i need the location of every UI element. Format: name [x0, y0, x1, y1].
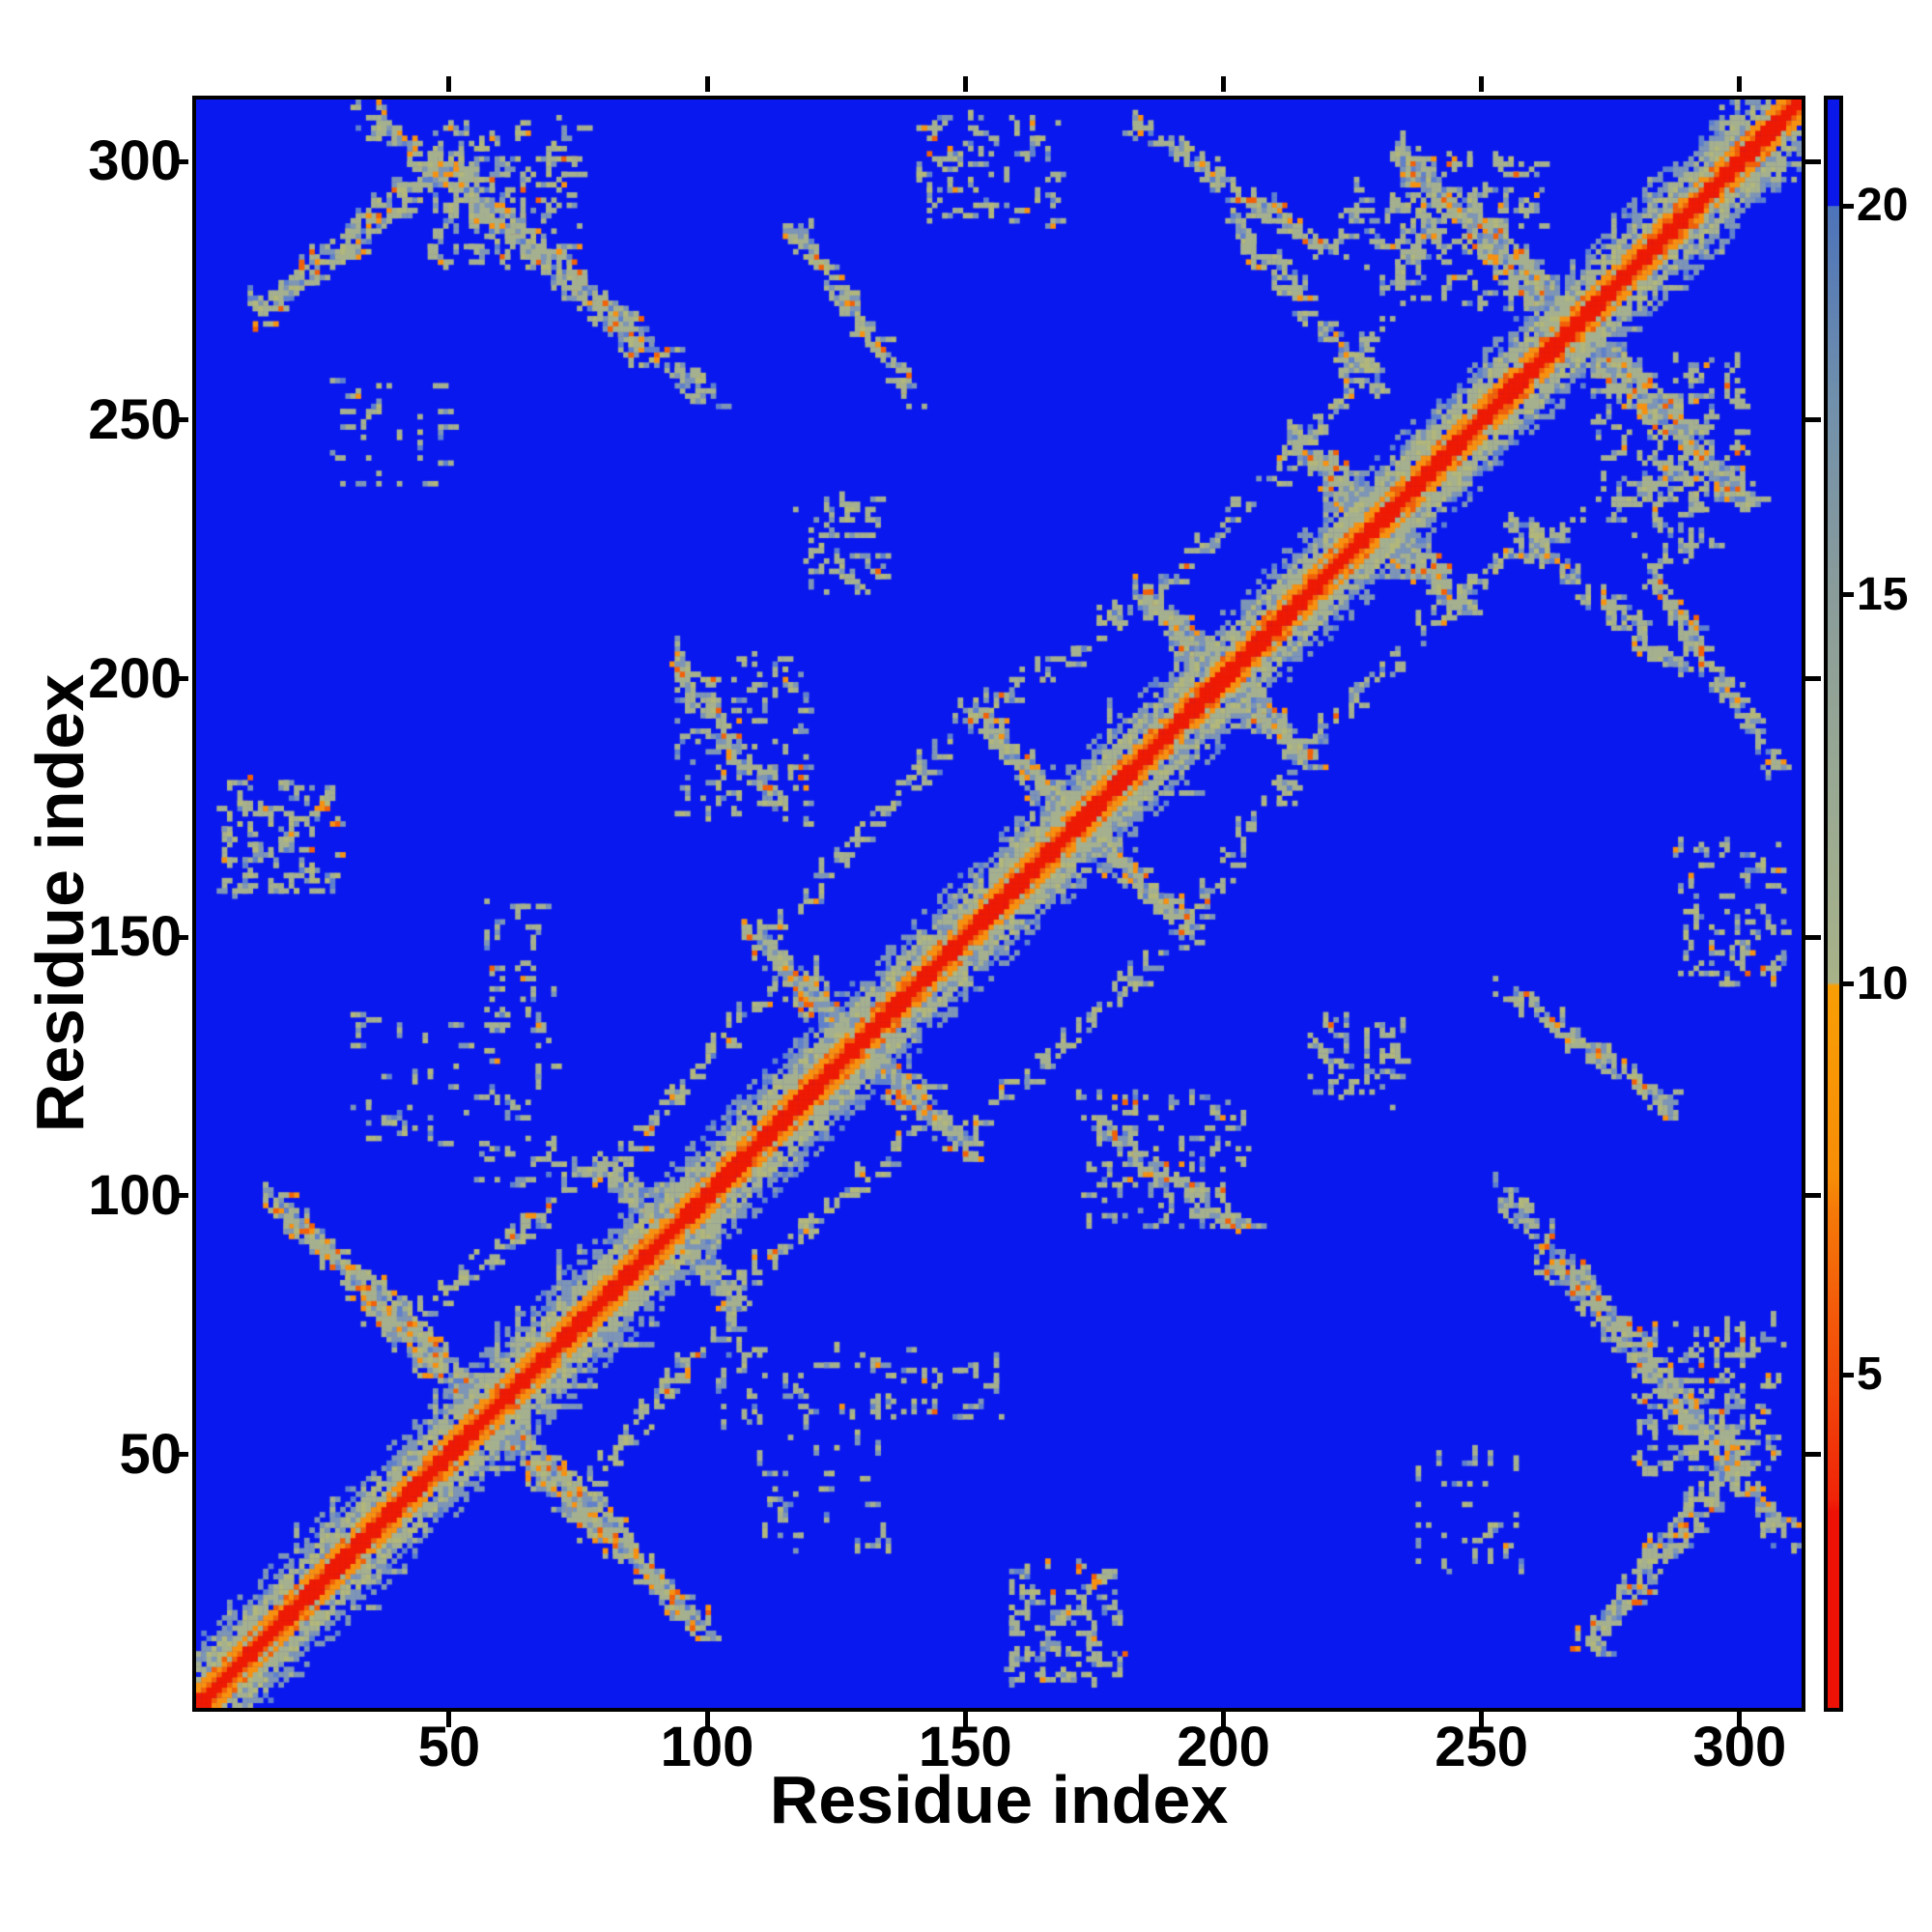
x-tick-top	[1479, 76, 1485, 92]
y-tick-right	[1805, 676, 1821, 682]
y-tick	[173, 417, 188, 423]
colorbar-tick	[1843, 1372, 1854, 1378]
colorbar-tick-label: 15	[1857, 568, 1909, 620]
x-tick	[1220, 1712, 1226, 1727]
x-tick-label: 300	[1692, 1716, 1787, 1778]
colorbar-tick-label: 10	[1857, 957, 1909, 1009]
y-tick-right	[1805, 158, 1821, 164]
colorbar-tick-label: 20	[1857, 180, 1909, 232]
y-tick	[173, 158, 188, 164]
x-tick-top	[704, 76, 710, 92]
colorbar-tick	[1843, 203, 1854, 209]
x-tick	[704, 1712, 710, 1727]
x-tick	[962, 1712, 968, 1727]
x-tick	[446, 1712, 452, 1727]
y-tick-right	[1805, 1193, 1821, 1199]
colorbar-tick	[1843, 592, 1854, 598]
y-tick-label: 150	[88, 905, 182, 969]
x-axis-title: Residue index	[769, 1762, 1229, 1837]
y-tick-label: 250	[88, 387, 182, 451]
y-tick-label: 50	[119, 1422, 182, 1486]
y-tick	[173, 1452, 188, 1458]
y-tick	[173, 934, 188, 940]
x-tick-label: 50	[417, 1716, 481, 1778]
x-tick-label: 100	[660, 1716, 754, 1778]
x-tick-label: 250	[1435, 1716, 1529, 1778]
y-tick-right	[1805, 934, 1821, 940]
colorbar	[1824, 96, 1843, 1712]
y-tick-right	[1805, 417, 1821, 423]
y-tick-label: 100	[88, 1163, 182, 1227]
y-tick-label: 200	[88, 646, 182, 710]
y-tick	[173, 1193, 188, 1199]
colorbar-gradient	[1828, 99, 1839, 1708]
heatmap-canvas	[196, 99, 1802, 1708]
y-tick	[173, 676, 188, 682]
colorbar-tick-label: 5	[1857, 1349, 1883, 1400]
x-tick	[1737, 1712, 1743, 1727]
x-tick-top	[446, 76, 452, 92]
y-tick-right	[1805, 1452, 1821, 1458]
x-tick-top	[962, 76, 968, 92]
x-tick	[1479, 1712, 1485, 1727]
colorbar-tick	[1843, 981, 1854, 987]
x-tick-label: 200	[1177, 1716, 1270, 1778]
y-tick-label: 300	[88, 129, 182, 193]
x-tick-label: 150	[918, 1716, 1012, 1778]
x-tick-top	[1220, 76, 1226, 92]
x-tick-top	[1737, 76, 1743, 92]
plot-frame	[192, 96, 1805, 1712]
